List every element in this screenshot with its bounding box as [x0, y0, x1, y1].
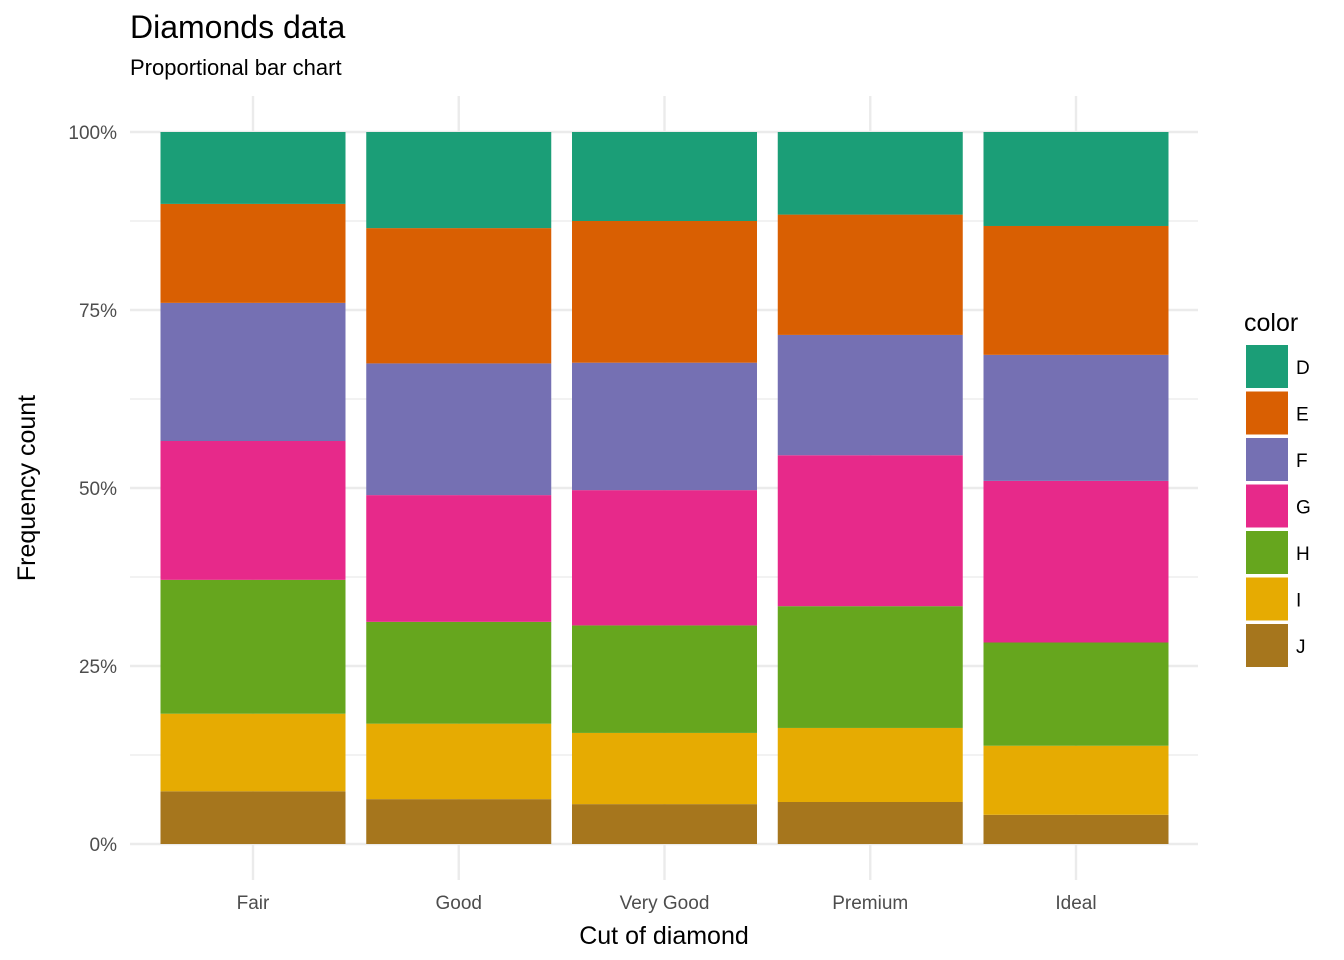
bars [160, 132, 1169, 844]
bar-segment-d [366, 132, 552, 229]
bar-segment-f [572, 362, 757, 491]
bar-segment-g [777, 455, 963, 607]
bar-segment-d [160, 132, 346, 204]
bar-segment-j [777, 801, 963, 844]
y-tick-label: 50% [79, 479, 117, 500]
bar-segment-f [160, 302, 346, 442]
bar-segment-g [366, 495, 552, 622]
bar-segment-g [572, 490, 757, 626]
legend: color D E F G H I J [1244, 309, 1311, 667]
bar-segment-e [572, 221, 757, 363]
bar-segment-j [983, 814, 1169, 844]
legend-swatch-h [1246, 531, 1288, 574]
x-tick-label: Good [436, 893, 482, 914]
y-tick-label: 75% [79, 301, 117, 322]
bar-segment-d [777, 132, 963, 215]
bar-segment-d [572, 132, 757, 221]
bar-segment-h [983, 642, 1169, 746]
bar-segment-j [366, 799, 552, 844]
bar-segment-i [777, 727, 963, 802]
bar-segment-e [983, 225, 1169, 355]
y-tick-label: 100% [68, 123, 117, 144]
x-tick-label: Very Good [620, 893, 710, 914]
legend-swatch-g [1246, 484, 1288, 528]
chart-title: Diamonds data [130, 9, 346, 45]
bar-segment-j [160, 791, 346, 844]
bar-segment-j [572, 804, 757, 844]
y-axis-title: Frequency count [13, 395, 41, 581]
x-axis-title: Cut of diamond [579, 922, 749, 950]
y-tick-label: 25% [79, 657, 117, 678]
bar-segment-e [160, 203, 346, 303]
x-tick-label: Premium [832, 893, 908, 914]
legend-label-g: G [1296, 498, 1311, 519]
bar-segment-e [366, 228, 552, 364]
legend-swatch-i [1246, 577, 1288, 621]
bar-segment-g [160, 441, 346, 580]
bar-segment-h [572, 625, 757, 733]
bar-segment-f [777, 334, 963, 456]
legend-title: color [1244, 309, 1298, 337]
bar-segment-i [572, 732, 757, 805]
legend-label-h: H [1296, 544, 1310, 565]
bar-segment-i [366, 723, 552, 800]
x-axis: Fair Good Very Good Premium Ideal [237, 893, 1097, 914]
chart-subtitle: Proportional bar chart [130, 55, 342, 80]
bar-segment-i [160, 713, 346, 792]
legend-label-e: E [1296, 405, 1309, 426]
bar-segment-f [983, 354, 1169, 481]
bar-segment-e [777, 214, 963, 335]
legend-label-d: D [1296, 358, 1310, 379]
legend-swatch-e [1246, 391, 1288, 435]
x-tick-label: Fair [237, 893, 270, 914]
bar-segment-f [366, 363, 552, 496]
bar-segment-h [366, 621, 552, 724]
legend-swatch-j [1246, 624, 1288, 667]
legend-swatch-d [1246, 345, 1288, 388]
legend-swatch-f [1246, 438, 1288, 481]
legend-label-i: I [1296, 591, 1301, 612]
bar-segment-h [777, 606, 963, 728]
bar-segment-h [160, 579, 346, 714]
y-axis: 0% 25% 50% 75% 100% [68, 123, 117, 856]
y-tick-label: 0% [90, 835, 118, 856]
bar-segment-i [983, 745, 1169, 815]
x-tick-label: Ideal [1055, 893, 1096, 914]
legend-label-f: F [1296, 451, 1308, 472]
legend-label-j: J [1296, 637, 1306, 658]
bar-segment-g [983, 480, 1169, 643]
bar-segment-d [983, 132, 1169, 226]
